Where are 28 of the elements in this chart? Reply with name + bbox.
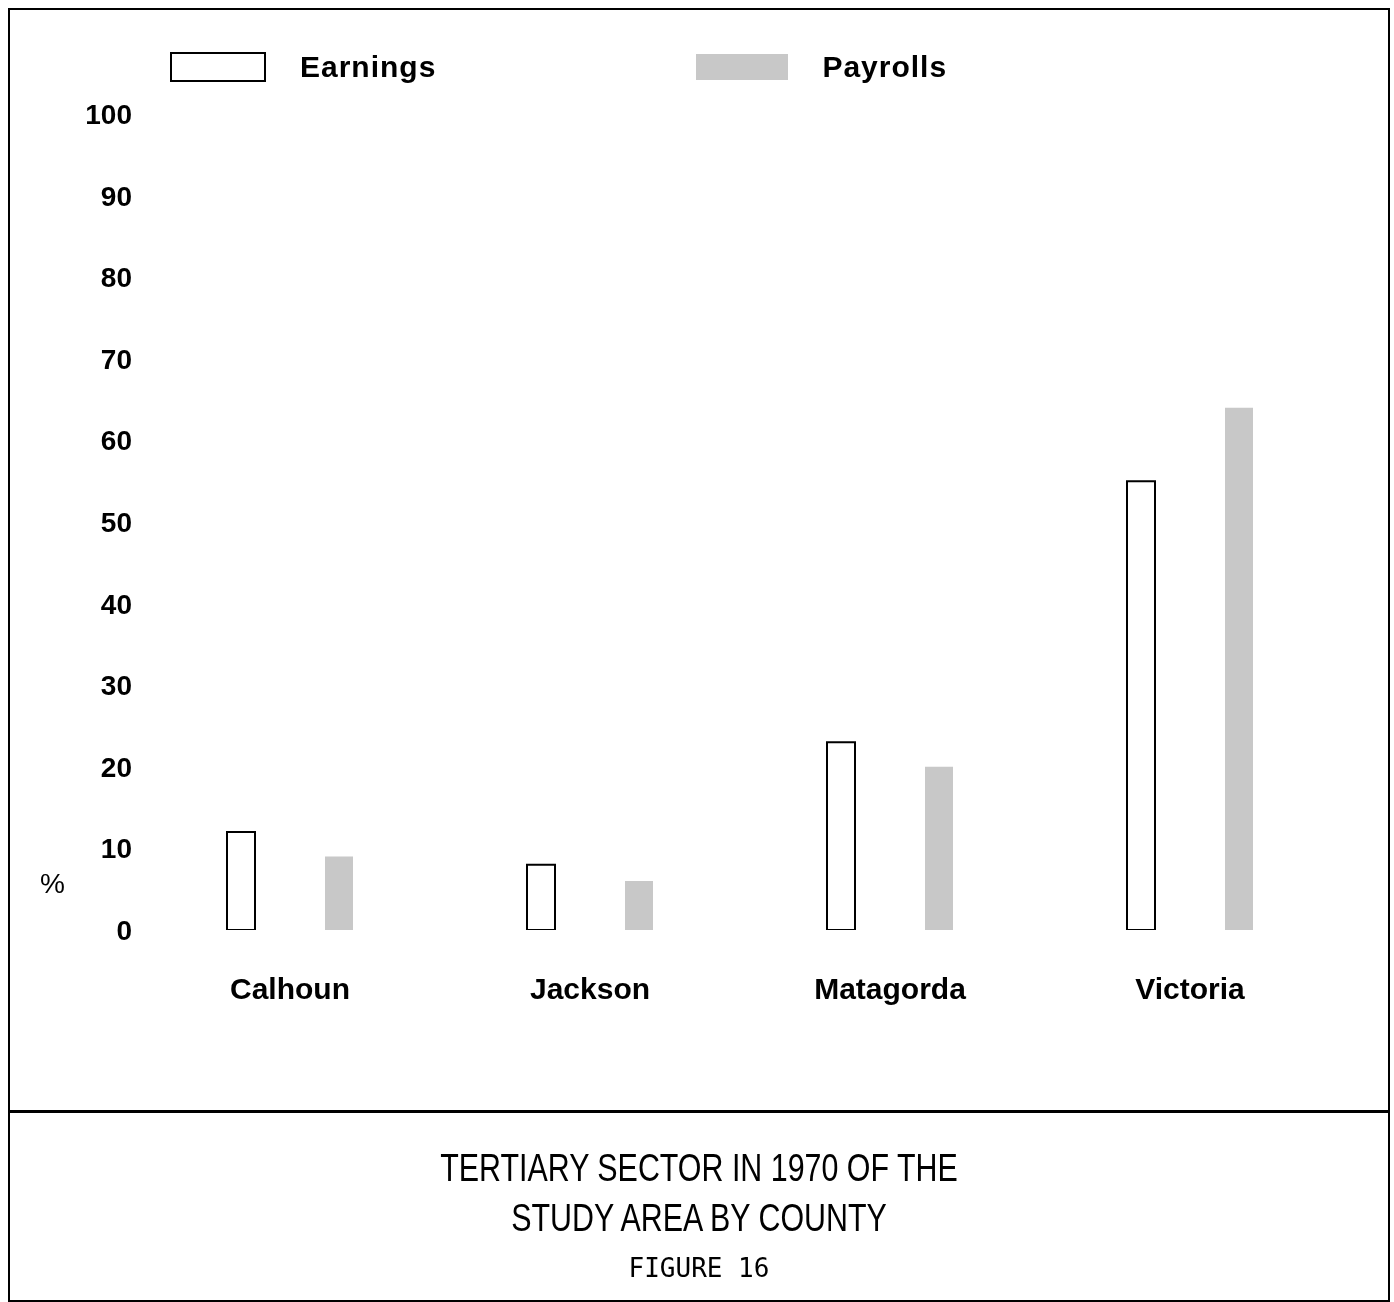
y-tick-label: 90 xyxy=(100,180,132,212)
y-tick-label: 60 xyxy=(100,425,132,457)
y-tick-label: 10 xyxy=(100,833,132,865)
y-tick-label: 0 xyxy=(116,914,132,946)
y-axis-title: % xyxy=(40,868,65,900)
y-tick-label: 100 xyxy=(85,98,132,130)
x-tick-label: Matagorda xyxy=(814,972,967,1006)
legend-label: Payrolls xyxy=(821,50,948,84)
bar xyxy=(1225,407,1253,930)
caption: FIGURE 16 xyxy=(627,1253,771,1283)
bar xyxy=(226,831,256,930)
y-tick-label: 70 xyxy=(100,343,132,375)
legend-label: Earnings xyxy=(299,50,437,84)
y-tick-label: 20 xyxy=(100,751,132,783)
bar xyxy=(1126,480,1156,930)
y-tick-label: 80 xyxy=(100,262,132,294)
y-tick-label: 40 xyxy=(100,588,132,620)
bar xyxy=(526,863,556,930)
x-tick-label: Victoria xyxy=(1135,972,1246,1006)
text: TERTIARY SECTOR IN 1970 OF THE STUDY AREA BY COUNTY xyxy=(439,1146,959,1241)
x-tick-label: Calhoun xyxy=(230,972,350,1006)
bar xyxy=(325,856,353,930)
bar xyxy=(925,766,953,930)
x-tick-label: Jackson xyxy=(529,972,651,1006)
y-tick-label: 50 xyxy=(100,506,132,538)
bar xyxy=(826,741,856,930)
bar xyxy=(625,881,653,930)
y-tick-label: 30 xyxy=(100,670,132,702)
